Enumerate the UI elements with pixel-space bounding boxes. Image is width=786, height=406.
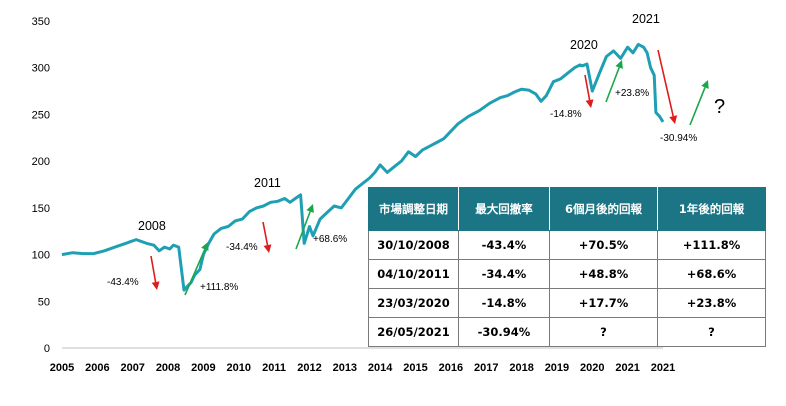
- header-6m-return: 6個月後的回報: [549, 187, 658, 231]
- y-axis: 0 50 100 150 200 250 300 350: [32, 16, 50, 355]
- arrow-head: [585, 99, 594, 108]
- table-cell: ?: [657, 317, 766, 347]
- x-tick-label: 2005: [50, 362, 74, 374]
- y-tick-label: 250: [32, 109, 50, 121]
- rise-arrow-2008: [184, 248, 206, 296]
- x-tick-label: 2008: [156, 362, 180, 374]
- x-tick-label: 2007: [120, 362, 144, 374]
- year-label-2011: 2011: [254, 176, 281, 190]
- table-row: 30/10/2008 -43.4% +70.5% +111.8%: [368, 230, 766, 260]
- table-cell: -43.4%: [458, 230, 550, 260]
- year-label-2008: 2008: [138, 219, 166, 233]
- arrow-head: [263, 244, 272, 253]
- header-date: 市場調整日期: [368, 187, 459, 231]
- rise-arrow-2020: [605, 67, 620, 103]
- rise-label-2011: +68.6%: [313, 234, 347, 245]
- table-cell: +23.8%: [657, 288, 766, 318]
- table-row: 26/05/2021 -30.94% ? ?: [368, 317, 766, 347]
- table-row: 23/03/2020 -14.8% +17.7% +23.8%: [368, 288, 766, 318]
- x-tick-label: 2011: [262, 362, 286, 374]
- drop-label-2020: -14.8%: [550, 109, 582, 120]
- arrow-head: [701, 80, 709, 89]
- x-tick-label: 2018: [509, 362, 533, 374]
- y-tick-label: 100: [32, 250, 50, 262]
- table-cell: +48.8%: [549, 259, 658, 289]
- x-tick-label: 2014: [368, 362, 393, 374]
- x-tick-label: 2013: [333, 362, 357, 374]
- rise-arrow-2011: [295, 211, 311, 250]
- y-tick-label: 300: [32, 63, 50, 75]
- table-cell: 30/10/2008: [368, 230, 459, 260]
- y-tick-label: 200: [32, 156, 50, 168]
- table-cell: 04/10/2011: [368, 259, 459, 289]
- drop-arrow-2020: [584, 74, 591, 101]
- table-cell: ?: [549, 317, 658, 347]
- arrow-head: [306, 204, 314, 213]
- arrow-head: [151, 281, 160, 290]
- table-cell: +70.5%: [549, 230, 658, 260]
- year-label-2021: 2021: [632, 12, 660, 26]
- series-line: [61, 42, 665, 292]
- header-1y-return: 1年後的回報: [657, 187, 766, 231]
- x-tick-label: 2019: [545, 362, 569, 374]
- drop-label-2011: -34.4%: [226, 242, 258, 253]
- table-cell: -30.94%: [458, 317, 550, 347]
- arrow-head: [201, 242, 209, 251]
- drop-label-2008: -43.4%: [107, 277, 139, 288]
- table-row: 04/10/2011 -34.4% +48.8% +68.6%: [368, 259, 766, 289]
- drawdown-table: 市場調整日期 最大回撤率 6個月後的回報 1年後的回報 30/10/2008 -…: [368, 187, 766, 347]
- drop-arrow-2011: [262, 221, 269, 246]
- x-tick-label: 2015: [403, 362, 427, 374]
- table-cell: +17.7%: [549, 288, 658, 318]
- drop-arrow-2021: [657, 49, 674, 117]
- arrows: [150, 49, 709, 296]
- table-cell: +68.6%: [657, 259, 766, 289]
- y-tick-label: 350: [32, 16, 50, 28]
- x-tick-label: 2012: [297, 362, 321, 374]
- table-cell: +111.8%: [657, 230, 766, 260]
- header-max-drawdown: 最大回撤率: [458, 187, 550, 231]
- rise-arrow-2021: [689, 87, 706, 126]
- table-cell: -14.8%: [458, 288, 550, 318]
- table-cell: 23/03/2020: [368, 288, 459, 318]
- y-tick-label: 50: [38, 296, 50, 308]
- rise-label-2020: +23.8%: [615, 88, 649, 99]
- y-tick-label: 150: [32, 203, 50, 215]
- x-tick-label: 2021: [615, 362, 639, 374]
- drop-label-2021: -30.94%: [660, 133, 697, 144]
- x-tick-label: 2016: [439, 362, 463, 374]
- question-mark: ?: [714, 96, 725, 118]
- table-cell: -34.4%: [458, 259, 550, 289]
- x-tick-label: 2017: [474, 362, 498, 374]
- x-tick-label: 2020: [580, 362, 604, 374]
- x-tick-label: 2010: [227, 362, 251, 374]
- arrow-head: [615, 60, 623, 69]
- arrow-head: [669, 115, 678, 124]
- x-axis: 2005 2006 2007 2008 2009 2010 2011 2012 2013 2014…: [50, 362, 675, 374]
- rise-label-2008: +111.8%: [200, 282, 238, 293]
- table-cell: 26/05/2021: [368, 317, 459, 347]
- x-tick-label: 2006: [85, 362, 109, 374]
- year-label-2020: 2020: [570, 38, 598, 52]
- y-tick-label: 0: [44, 343, 50, 355]
- drop-arrow-2008: [150, 255, 157, 283]
- x-tick-label: 2009: [191, 362, 215, 374]
- x-tick-label: 2021: [651, 362, 675, 374]
- table-header-row: 市場調整日期 最大回撤率 6個月後的回報 1年後的回報: [368, 187, 766, 231]
